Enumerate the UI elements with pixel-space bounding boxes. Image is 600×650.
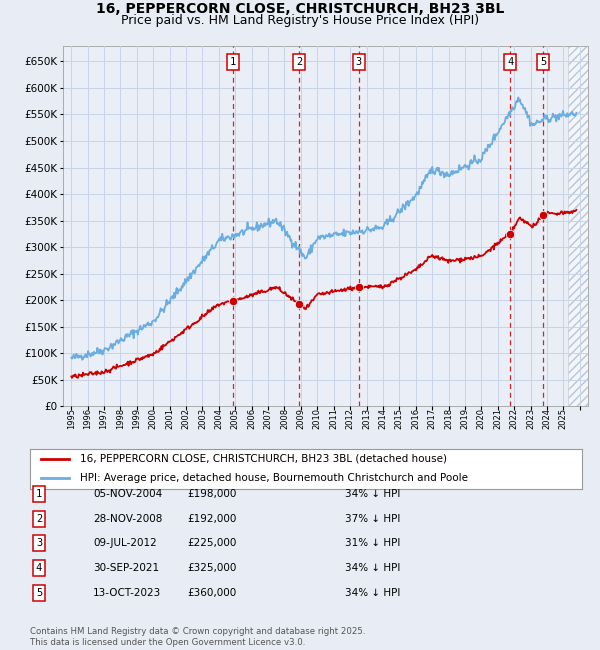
Text: 1: 1 [36, 489, 42, 499]
Text: £325,000: £325,000 [188, 563, 237, 573]
Text: 37% ↓ HPI: 37% ↓ HPI [345, 514, 400, 524]
Text: 4: 4 [36, 563, 42, 573]
Text: 34% ↓ HPI: 34% ↓ HPI [345, 563, 400, 573]
Text: £198,000: £198,000 [188, 489, 237, 499]
Text: 2001: 2001 [165, 408, 174, 429]
Text: 1999: 1999 [133, 408, 142, 429]
Text: 3: 3 [356, 57, 362, 67]
Text: 1996: 1996 [83, 408, 92, 429]
Text: 2007: 2007 [263, 408, 272, 429]
Text: 1995: 1995 [67, 408, 76, 429]
Text: Price paid vs. HM Land Registry's House Price Index (HPI): Price paid vs. HM Land Registry's House … [121, 14, 479, 27]
Text: 2002: 2002 [182, 408, 191, 429]
Text: 1998: 1998 [116, 408, 125, 429]
Text: 34% ↓ HPI: 34% ↓ HPI [345, 588, 400, 598]
Text: £360,000: £360,000 [188, 588, 237, 598]
Text: 2017: 2017 [428, 408, 437, 429]
Text: HPI: Average price, detached house, Bournemouth Christchurch and Poole: HPI: Average price, detached house, Bour… [80, 473, 467, 482]
Text: 2021: 2021 [493, 408, 502, 429]
Text: 2024: 2024 [542, 408, 551, 429]
Text: 2016: 2016 [411, 408, 420, 429]
Text: 2003: 2003 [198, 408, 207, 429]
Text: 5: 5 [540, 57, 547, 67]
Text: 16, PEPPERCORN CLOSE, CHRISTCHURCH, BH23 3BL: 16, PEPPERCORN CLOSE, CHRISTCHURCH, BH23… [96, 2, 504, 16]
Text: 2019: 2019 [460, 408, 469, 429]
Text: 2004: 2004 [214, 408, 223, 429]
Text: 28-NOV-2008: 28-NOV-2008 [93, 514, 163, 524]
Text: 1: 1 [230, 57, 236, 67]
Text: 30-SEP-2021: 30-SEP-2021 [93, 563, 159, 573]
Text: 2005: 2005 [231, 408, 240, 429]
Text: 2012: 2012 [346, 408, 355, 429]
Text: 13-OCT-2023: 13-OCT-2023 [93, 588, 161, 598]
Text: Contains HM Land Registry data © Crown copyright and database right 2025.
This d: Contains HM Land Registry data © Crown c… [30, 627, 365, 647]
Text: 34% ↓ HPI: 34% ↓ HPI [345, 489, 400, 499]
Text: 5: 5 [36, 588, 42, 598]
Text: 2010: 2010 [313, 408, 322, 429]
Text: £225,000: £225,000 [188, 538, 237, 549]
Text: 2022: 2022 [509, 408, 518, 429]
Text: 2014: 2014 [379, 408, 388, 429]
Text: 2023: 2023 [526, 408, 535, 429]
Text: 3: 3 [36, 538, 42, 549]
Text: 2015: 2015 [395, 408, 404, 429]
Text: 2025: 2025 [559, 408, 568, 429]
Text: 2006: 2006 [247, 408, 256, 429]
Text: 4: 4 [507, 57, 513, 67]
Text: 2008: 2008 [280, 408, 289, 429]
Text: 2009: 2009 [296, 408, 305, 429]
Text: 05-NOV-2004: 05-NOV-2004 [93, 489, 162, 499]
Text: 1997: 1997 [100, 408, 109, 429]
Text: 2: 2 [296, 57, 302, 67]
Text: 2013: 2013 [362, 408, 371, 429]
Text: 09-JUL-2012: 09-JUL-2012 [93, 538, 157, 549]
Text: 2: 2 [36, 514, 42, 524]
Text: 2018: 2018 [444, 408, 453, 429]
Text: 2011: 2011 [329, 408, 338, 429]
Text: 16, PEPPERCORN CLOSE, CHRISTCHURCH, BH23 3BL (detached house): 16, PEPPERCORN CLOSE, CHRISTCHURCH, BH23… [80, 454, 446, 463]
Text: 31% ↓ HPI: 31% ↓ HPI [345, 538, 400, 549]
Text: 2020: 2020 [477, 408, 486, 429]
Text: 2000: 2000 [149, 408, 158, 429]
Text: £192,000: £192,000 [188, 514, 237, 524]
